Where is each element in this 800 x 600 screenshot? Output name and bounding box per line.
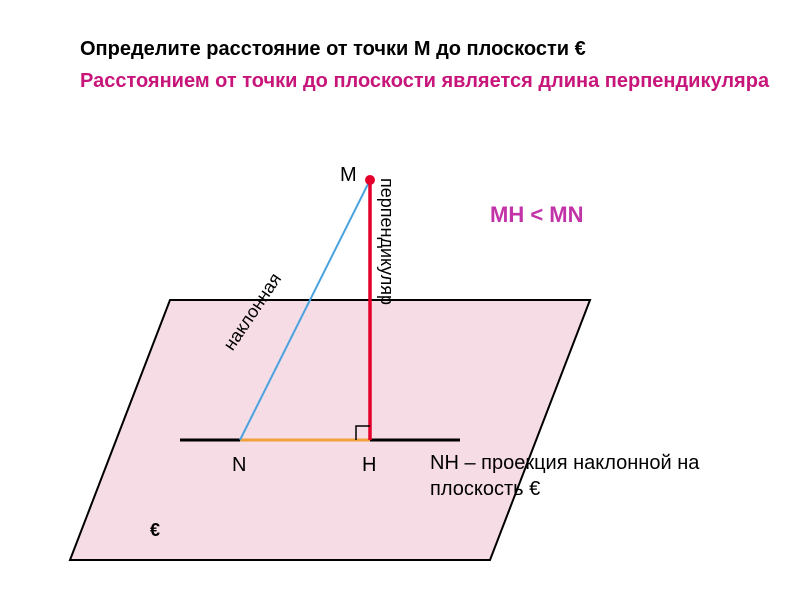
diagram-svg [60, 150, 740, 580]
inequality-text: МН < МN [490, 202, 584, 228]
title-line-2: Расстоянием от точки до плоскости являет… [80, 68, 769, 95]
title-line-1: Определите расстояние от точки М до плос… [80, 38, 586, 61]
plane-symbol: € [150, 520, 160, 541]
point-label-n: N [232, 454, 246, 477]
perpendicular-line-label: перпендикуляр [376, 178, 397, 305]
geometry-diagram: М N H € МН < МN NH – проекция наклонной … [60, 150, 740, 580]
projection-caption: NH – проекция наклонной на плоскость € [430, 450, 740, 502]
point-label-h: H [362, 454, 376, 477]
point-label-m: М [340, 164, 357, 187]
